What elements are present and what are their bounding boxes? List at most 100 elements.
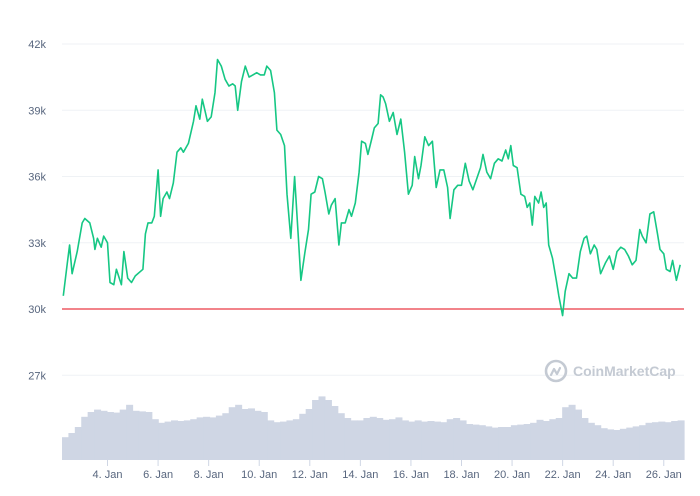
volume-bar	[536, 419, 544, 460]
volume-bar	[440, 422, 448, 460]
volume-bar	[421, 421, 429, 460]
volume-bar	[677, 420, 685, 460]
volume-bar	[555, 418, 563, 460]
y-tick-label: 30k	[28, 304, 46, 316]
x-tick-label: 6. Jan	[143, 469, 173, 481]
volume-bar	[664, 422, 672, 460]
volume-bar	[100, 410, 108, 460]
volume-bar	[106, 412, 114, 460]
volume-bar	[235, 404, 243, 460]
volume-bar	[626, 427, 634, 460]
y-tick-label: 42k	[28, 39, 46, 51]
volume-bar	[485, 426, 493, 460]
x-tick-label: 24. Jan	[595, 469, 631, 481]
x-tick-label: 14. Jan	[342, 469, 378, 481]
volume-bar	[356, 420, 364, 460]
volume-bar	[74, 427, 82, 460]
coinmarketcap-logo-icon	[544, 359, 568, 383]
volume-bar	[651, 422, 659, 460]
volume-bar	[87, 412, 95, 460]
volume-bar	[510, 425, 518, 460]
volume-bar	[382, 419, 390, 460]
volume-bar	[119, 409, 127, 460]
volume-bar	[568, 404, 576, 460]
volume-bar	[324, 400, 332, 460]
volume-bar	[292, 419, 300, 460]
volume-bar	[260, 412, 268, 460]
volume-bar	[254, 410, 262, 460]
volume-bar	[504, 427, 512, 460]
volume-bar	[389, 419, 397, 460]
volume-bar	[190, 419, 198, 460]
volume-bar	[215, 415, 223, 460]
volume-bar	[517, 424, 525, 460]
y-tick-label: 39k	[28, 105, 46, 117]
volume-bar	[132, 410, 140, 460]
volume-bar	[465, 424, 473, 460]
volume-bar	[228, 407, 236, 460]
volume-bar	[478, 425, 486, 460]
x-tick-label: 16. Jan	[393, 469, 429, 481]
volume-bar	[401, 420, 409, 460]
x-tick-label: 20. Jan	[494, 469, 530, 481]
volume-bar	[94, 409, 102, 460]
volume-bar	[459, 420, 467, 460]
volume-bar	[414, 420, 422, 460]
x-tick-label: 12. Jan	[292, 469, 328, 481]
volume-bar	[581, 418, 589, 460]
volume-bar	[171, 420, 179, 460]
volume-bar	[433, 421, 441, 460]
volume-bar	[376, 418, 384, 460]
volume-bar	[151, 419, 159, 460]
volume-bar	[491, 427, 499, 460]
volume-bar	[222, 413, 230, 460]
volume-bar	[68, 433, 76, 460]
volume-bar	[350, 420, 358, 460]
volume-bar	[607, 429, 615, 460]
volume-bar	[177, 421, 185, 460]
volume-bar	[658, 421, 666, 460]
watermark: CoinMarketCap	[544, 359, 676, 383]
x-tick-label: 26. Jan	[646, 469, 682, 481]
x-tick-label: 18. Jan	[443, 469, 479, 481]
volume-bar	[209, 417, 217, 460]
volume-bar	[267, 420, 275, 460]
y-axis-ticks: 42k 39k 36k 33k 30k 27k	[28, 39, 46, 382]
volume-bar	[427, 421, 435, 460]
x-tick-label: 8. Jan	[194, 469, 224, 481]
x-tick-label: 4. Jan	[93, 469, 123, 481]
volume-bar	[549, 419, 557, 460]
volume-bar	[574, 409, 583, 460]
volume-bar	[542, 421, 550, 460]
x-tick-label: 10. Jan	[241, 469, 277, 481]
volume-bar	[81, 416, 89, 460]
volume-bar	[587, 422, 595, 460]
volume-bar	[594, 425, 602, 460]
volume-bar	[408, 421, 416, 460]
volume-bar	[196, 417, 204, 460]
volume-bar	[671, 421, 679, 460]
volume-bar	[613, 430, 621, 460]
volume-bar	[145, 412, 153, 460]
volume-bar	[299, 413, 307, 460]
volume-bar	[138, 411, 146, 460]
y-tick-label: 33k	[28, 238, 46, 250]
volume-bar	[472, 424, 480, 460]
volume-bar	[600, 428, 608, 460]
volume-bar	[639, 425, 647, 460]
volume-bar	[62, 437, 70, 460]
volume-bar	[280, 421, 288, 460]
volume-bar	[312, 400, 320, 460]
volume-bar	[337, 413, 345, 460]
volume-bar	[241, 409, 249, 460]
volume-bar	[453, 418, 461, 460]
price-line	[62, 58, 681, 317]
y-tick-label: 27k	[28, 370, 46, 382]
volume-bar	[395, 417, 403, 460]
volume-bar	[530, 422, 538, 460]
volume-bar	[446, 419, 454, 460]
volume-bar	[331, 406, 339, 460]
volume-bar	[318, 396, 326, 460]
volume-bar	[632, 426, 640, 460]
